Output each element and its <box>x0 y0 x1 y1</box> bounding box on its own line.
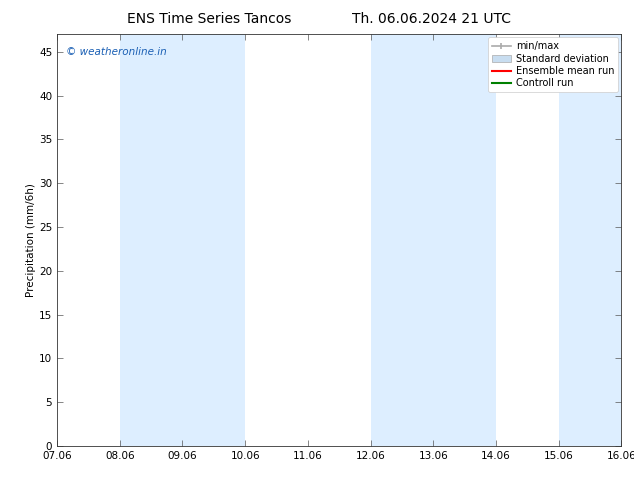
Y-axis label: Precipitation (mm/6h): Precipitation (mm/6h) <box>26 183 36 297</box>
Legend: min/max, Standard deviation, Ensemble mean run, Controll run: min/max, Standard deviation, Ensemble me… <box>488 37 618 92</box>
Text: © weatheronline.in: © weatheronline.in <box>65 47 166 57</box>
Text: ENS Time Series Tancos: ENS Time Series Tancos <box>127 12 292 26</box>
Bar <box>120 34 183 446</box>
Bar <box>559 34 621 446</box>
Bar <box>183 34 245 446</box>
Bar <box>433 34 496 446</box>
Bar <box>370 34 433 446</box>
Text: Th. 06.06.2024 21 UTC: Th. 06.06.2024 21 UTC <box>352 12 510 26</box>
